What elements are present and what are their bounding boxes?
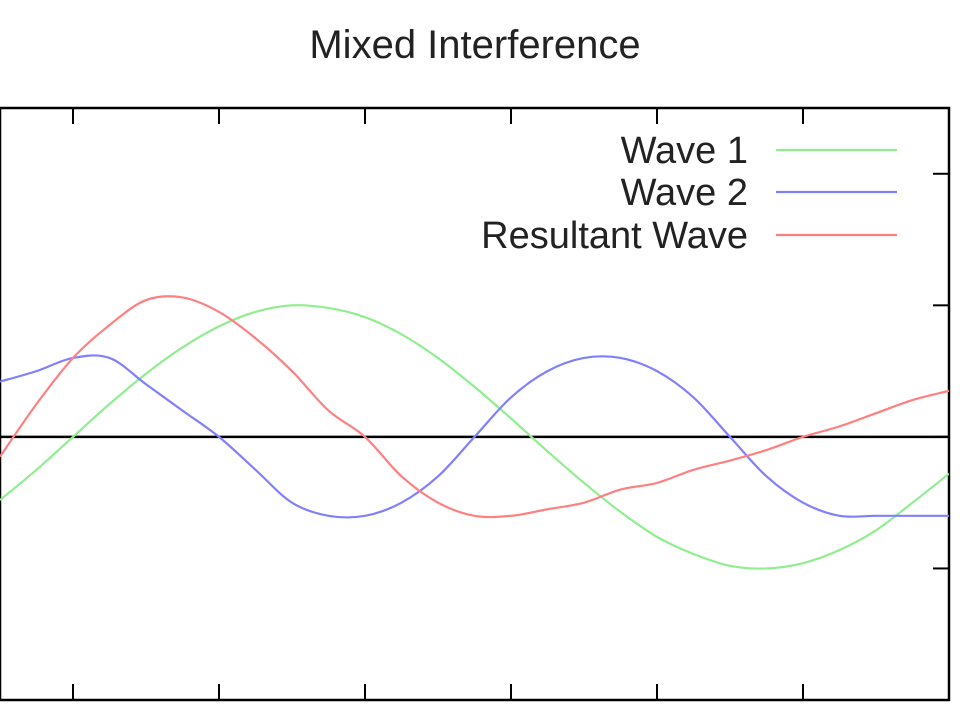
chart-title: Mixed Interference [309, 23, 640, 67]
legend-label-wave-2: Wave 2 [621, 172, 748, 214]
legend-label-resultant-wave: Resultant Wave [481, 215, 748, 257]
axis-ticks [72, 108, 949, 701]
series-line-wave-1 [0, 304, 949, 570]
series-line-resultant-wave [0, 295, 949, 519]
series-line-wave-2 [0, 354, 949, 519]
series-group [0, 295, 949, 570]
plot-frame [0, 106, 951, 702]
legend: Wave 1 Wave 2 Resultant Wave [481, 130, 897, 257]
legend-label-wave-1: Wave 1 [621, 130, 748, 172]
